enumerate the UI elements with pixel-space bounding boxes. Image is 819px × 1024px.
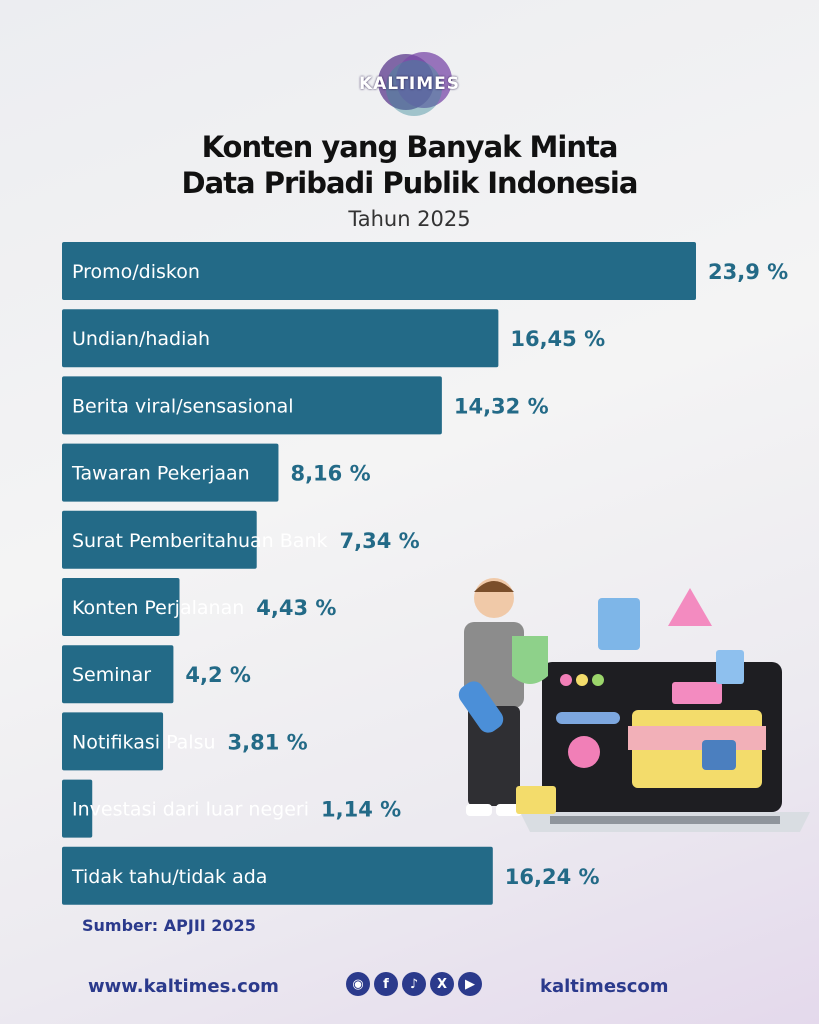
source-note: Sumber: APJII 2025 <box>82 916 256 935</box>
id-card-icon <box>598 598 640 650</box>
bar <box>62 712 164 771</box>
dot-icon <box>560 674 572 686</box>
bar <box>62 846 493 905</box>
category-label: Tidak tahu/tidak ada <box>71 866 267 888</box>
bar <box>62 645 174 704</box>
person-shoe <box>496 804 522 816</box>
youtube-icon[interactable]: ▶ <box>458 972 482 996</box>
search-bar-icon <box>556 712 620 724</box>
chart-subtitle: Tahun 2025 <box>348 207 471 231</box>
illustration-security <box>458 578 810 832</box>
document-icon <box>716 650 744 684</box>
small-folder-icon <box>516 786 556 814</box>
value-label: 7,34 % <box>340 529 420 553</box>
category-label: Investasi dari luar negeri <box>72 799 309 821</box>
bar <box>62 443 279 502</box>
chart-title-line-2: Data Pribadi Publik Indonesia <box>181 166 639 200</box>
bar <box>62 510 257 569</box>
category-label: Notifikasi Palsu <box>72 731 216 753</box>
x-icon[interactable]: X <box>430 972 454 996</box>
logo-circle <box>396 52 452 108</box>
person-shoe <box>466 804 492 816</box>
value-label: 14,32 % <box>454 394 549 418</box>
brand-logo: KALTIMES <box>0 52 819 116</box>
bar <box>62 779 93 838</box>
dot-icon <box>592 674 604 686</box>
folder-band <box>628 726 766 750</box>
bar-chart: Promo/diskon 23,9 % Undian/hadiah 16,45 % Be… <box>62 242 788 905</box>
facebook-icon[interactable]: f <box>374 972 398 996</box>
website-link[interactable]: www.kaltimes.com <box>88 976 279 997</box>
warning-icon <box>668 588 712 626</box>
shield-icon <box>512 636 548 684</box>
value-label: 3,81 % <box>228 730 308 754</box>
key-icon <box>458 681 504 733</box>
category-label: Promo/diskon <box>72 261 200 283</box>
value-label: 4,2 % <box>185 663 251 687</box>
value-label: 23,9 % <box>708 260 788 284</box>
value-label: 16,45 % <box>510 327 605 351</box>
value-label: 16,24 % <box>505 865 600 889</box>
social-icons: ◉ f ♪ X ▶ <box>346 972 482 996</box>
bar <box>62 309 499 368</box>
social-handle[interactable]: kaltimescom <box>540 976 669 997</box>
logo-wordmark: KALTIMES <box>358 74 461 94</box>
person-hair <box>474 581 514 592</box>
bar <box>62 578 180 636</box>
value-label: 8,16 % <box>290 462 370 486</box>
bar <box>62 376 442 435</box>
value-label: 1,14 % <box>321 798 401 822</box>
bar <box>62 242 696 300</box>
logo-circle <box>386 60 442 116</box>
value-label: 4,43 % <box>256 596 336 620</box>
category-label: Seminar <box>72 664 151 686</box>
tiktok-icon[interactable]: ♪ <box>402 972 426 996</box>
category-label: Konten Perjalanan <box>72 597 244 619</box>
chart-title-line-1: Konten yang Banyak Minta <box>201 130 619 164</box>
person-pants <box>468 706 520 806</box>
category-label: Undian/hadiah <box>72 328 210 350</box>
instagram-icon[interactable]: ◉ <box>346 972 370 996</box>
window-icon <box>672 682 722 704</box>
category-label: Tawaran Pekerjaan <box>71 463 250 485</box>
dot-icon <box>576 674 588 686</box>
category-label: Berita viral/sensasional <box>72 395 294 417</box>
lock-badge-icon <box>568 736 600 768</box>
category-label: Surat Pemberitahuan Bank <box>72 530 328 552</box>
laptop-keyboard <box>550 816 780 824</box>
padlock-icon <box>702 740 736 770</box>
